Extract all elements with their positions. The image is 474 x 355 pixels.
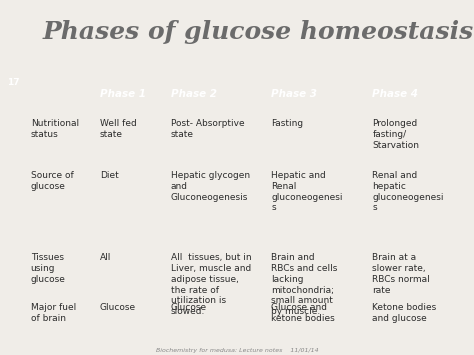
Text: Fasting: Fasting (272, 119, 303, 128)
Text: All: All (100, 253, 111, 262)
Text: Phase 1: Phase 1 (100, 89, 146, 99)
Text: Phase 4: Phase 4 (372, 89, 419, 99)
Text: Prolonged
fasting/
Starvation: Prolonged fasting/ Starvation (372, 119, 419, 149)
Text: Hepatic glycogen
and
Gluconeogenesis: Hepatic glycogen and Gluconeogenesis (171, 171, 250, 202)
Text: Glucose: Glucose (100, 303, 136, 312)
Text: Glucose: Glucose (171, 303, 207, 312)
Text: Phase 2: Phase 2 (171, 89, 217, 99)
Text: Brain at a
slower rate,
RBCs normal
rate: Brain at a slower rate, RBCs normal rate (372, 253, 430, 295)
Text: Renal and
hepatic
gluconeogenesi
s: Renal and hepatic gluconeogenesi s (372, 171, 444, 212)
Text: Diet: Diet (100, 171, 118, 180)
Text: 17: 17 (7, 77, 19, 87)
Text: Biochemistry for medusa: Lecture notes    11/01/14: Biochemistry for medusa: Lecture notes 1… (155, 348, 319, 353)
Text: Well fed
state: Well fed state (100, 119, 137, 139)
Text: Glucose and
ketone bodies: Glucose and ketone bodies (272, 303, 335, 323)
Text: Brain and
RBCs and cells
lacking
mitochondria;
small amount
by muscle.: Brain and RBCs and cells lacking mitocho… (272, 253, 338, 316)
Text: Nutritional
status: Nutritional status (31, 119, 79, 139)
Text: Hepatic and
Renal
gluconeogenesi
s: Hepatic and Renal gluconeogenesi s (272, 171, 343, 212)
Text: Major fuel
of brain: Major fuel of brain (31, 303, 76, 323)
Text: Post- Absorptive
state: Post- Absorptive state (171, 119, 245, 139)
Text: Source of
glucose: Source of glucose (31, 171, 73, 191)
Text: Tissues
using
glucose: Tissues using glucose (31, 253, 65, 284)
Text: Phase 3: Phase 3 (272, 89, 318, 99)
Text: Phases of glucose homeostasis: Phases of glucose homeostasis (43, 20, 474, 44)
Text: Ketone bodies
and glucose: Ketone bodies and glucose (372, 303, 437, 323)
Text: All  tissues, but in
Liver, muscle and
adipose tissue,
the rate of
utilization i: All tissues, but in Liver, muscle and ad… (171, 253, 252, 316)
